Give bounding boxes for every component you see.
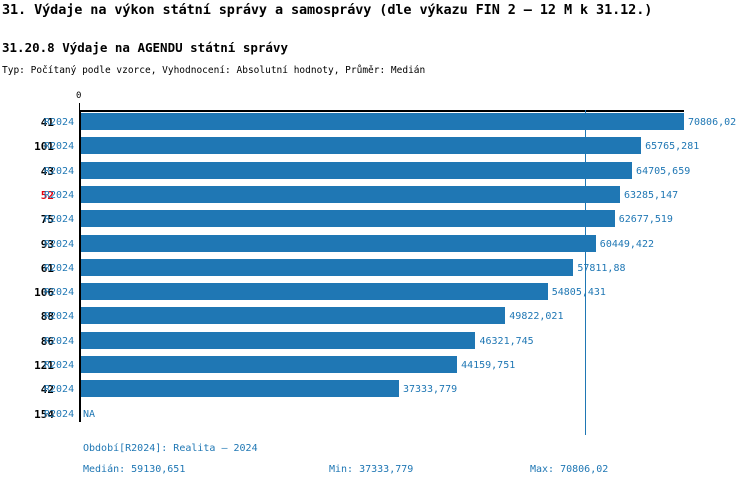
axis-top-rule <box>79 110 684 112</box>
row-rank-label: 41 <box>40 116 54 129</box>
bar-value-label: 57811,88 <box>577 262 626 274</box>
chart-title: 31.20.8 Výdaje na AGENDU státní správy <box>2 40 288 55</box>
table-row[interactable]: 88 R2024 49822,021 <box>0 306 750 330</box>
row-period-label: R2024 <box>44 287 75 299</box>
table-row[interactable]: 93 R2024 60449,422 <box>0 234 750 258</box>
row-period-label: R2024 <box>44 117 75 128</box>
bar[interactable] <box>81 331 476 349</box>
row-rank-label: 93 <box>40 237 54 251</box>
table-row[interactable]: 154 R2024 NA <box>0 404 750 428</box>
stat-median-label: Medián: 59130,651 <box>83 464 186 475</box>
row-period-label: R2024 <box>44 408 75 420</box>
bar-value-label: 49822,021 <box>509 311 564 323</box>
bar-value-label: 63285,147 <box>623 189 679 201</box>
table-row[interactable]: 43 R2024 64705,659 <box>0 161 750 185</box>
table-row[interactable]: 42 R2024 37333,779 <box>0 379 750 403</box>
bar[interactable] <box>81 258 574 276</box>
stat-min-label: Min: 37333,779 <box>329 464 414 475</box>
table-row[interactable]: 106 R2024 54805,431 <box>0 282 750 306</box>
row-period-label: R2024 <box>44 262 75 274</box>
row-period-label: R2024 <box>44 311 75 323</box>
bar[interactable] <box>81 185 620 203</box>
bar[interactable] <box>81 137 642 155</box>
row-rank-label: 88 <box>40 310 54 324</box>
bar-value-label: 37333,779 <box>402 384 458 396</box>
page-title: 31. Výdaje na výkon státní správy a samo… <box>2 2 653 18</box>
bar-value-label: 44159,751 <box>461 360 516 371</box>
row-rank-label: 75 <box>40 213 54 227</box>
bar-value-label: 54805,431 <box>551 287 606 299</box>
row-period-label: R2024 <box>44 189 75 201</box>
chart-subtitle: Typ: Počítaný podle vzorce, Vyhodnocení:… <box>2 65 426 76</box>
bar-value-label: 64705,659 <box>636 165 691 177</box>
bar[interactable] <box>81 161 633 179</box>
median-reference-line <box>584 110 586 435</box>
axis-zero-label: 0 <box>76 91 82 101</box>
table-row[interactable]: 52 R2024 63285,147 <box>0 185 750 209</box>
bar[interactable] <box>81 210 615 228</box>
bar-value-label: 65765,281 <box>645 141 700 153</box>
stat-max-label: Max: 70806,02 <box>530 464 609 475</box>
table-row[interactable]: 61 R2024 57811,88 <box>0 258 750 282</box>
bar[interactable] <box>81 356 458 373</box>
row-rank-label: 61 <box>40 261 54 275</box>
bar-value-label: 62677,519 <box>618 214 673 226</box>
bar-value-label: 70806,02 <box>688 117 737 128</box>
row-period-label: R2024 <box>44 214 75 226</box>
legend-period: Období[R2024]: Realita – 2024 <box>83 443 258 454</box>
bar[interactable] <box>81 234 596 252</box>
row-rank-label: 52 <box>40 188 54 202</box>
table-row[interactable]: 121 R2024 44159,751 <box>0 355 750 379</box>
row-na-label: NA <box>83 408 96 420</box>
bar[interactable] <box>81 113 684 130</box>
row-rank-label: 154 <box>34 407 54 421</box>
row-rank-label: 121 <box>34 359 54 372</box>
row-period-label: R2024 <box>44 141 75 153</box>
row-period-label: R2024 <box>44 238 75 250</box>
table-row[interactable]: 101 R2024 65765,281 <box>0 136 750 160</box>
table-row[interactable]: 86 R2024 46321,745 <box>0 331 750 355</box>
table-row[interactable]: 75 R2024 62677,519 <box>0 209 750 233</box>
row-rank-label: 43 <box>40 164 54 178</box>
row-rank-label: 86 <box>40 334 54 348</box>
table-row[interactable]: 41 R2024 70806,02 <box>0 112 750 136</box>
bar-value-label: 46321,745 <box>479 335 534 347</box>
bar[interactable] <box>81 380 399 398</box>
row-rank-label: 106 <box>34 286 54 300</box>
bar[interactable] <box>81 307 506 325</box>
row-period-label: R2024 <box>44 335 75 347</box>
row-period-label: R2024 <box>44 165 75 177</box>
row-rank-label: 42 <box>40 383 54 397</box>
bar-value-label: 60449,422 <box>599 238 654 250</box>
bar[interactable] <box>81 283 548 301</box>
row-rank-label: 101 <box>34 140 54 154</box>
row-period-label: R2024 <box>44 384 75 396</box>
axis-zero-tick <box>79 103 80 110</box>
axis-zero-line <box>79 110 81 422</box>
row-period-label: R2024 <box>44 360 75 371</box>
